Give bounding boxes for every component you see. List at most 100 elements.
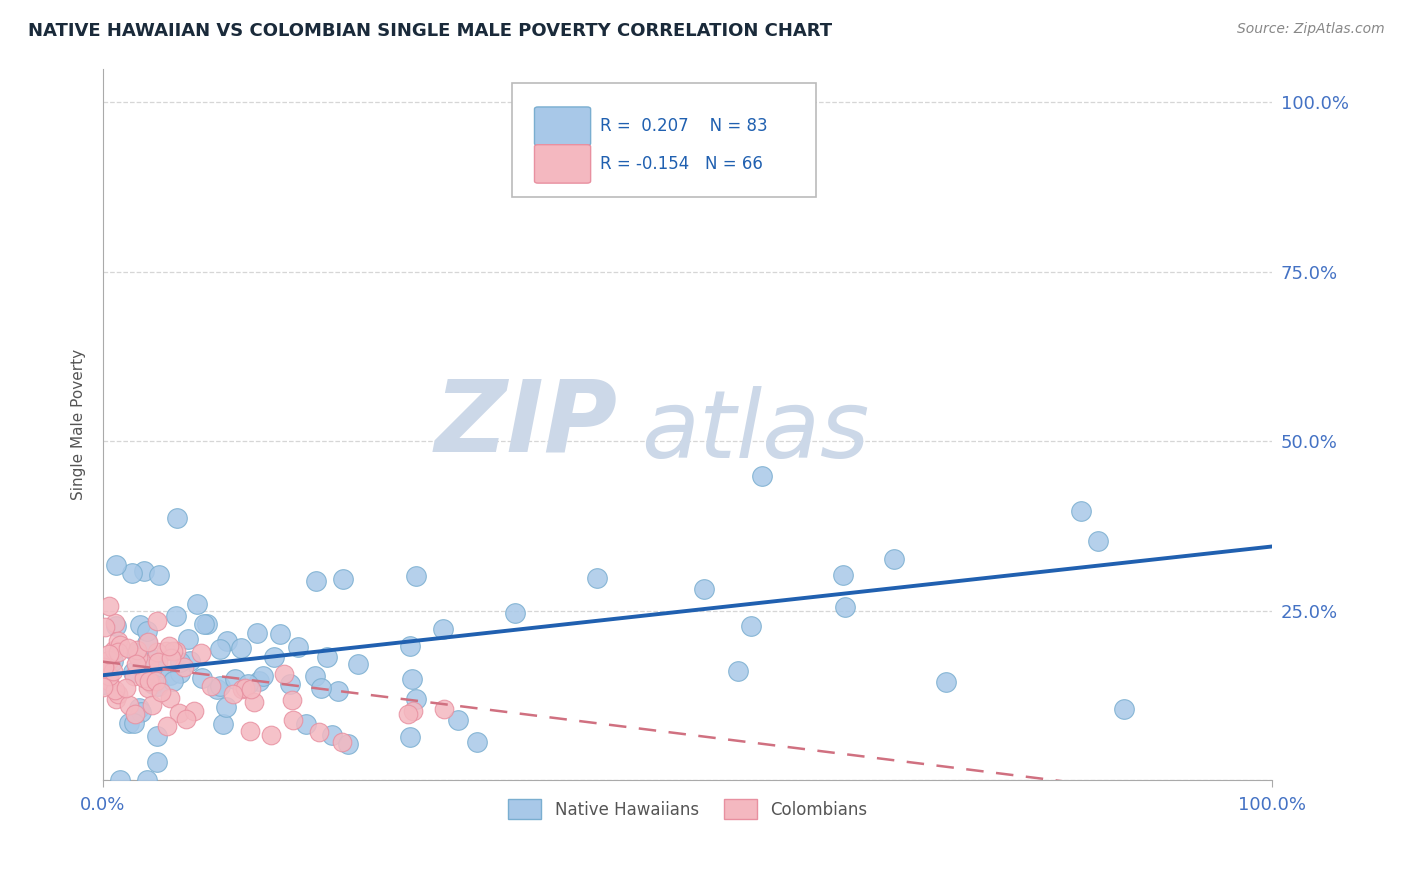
Point: [157, 639, 180, 653]
Point: [405, 569, 427, 583]
Point: [124, 657, 146, 671]
Point: [183, 704, 205, 718]
Point: [122, 668, 145, 682]
Point: [405, 692, 427, 706]
Point: [585, 571, 607, 585]
Point: [239, 724, 262, 739]
Point: [211, 717, 233, 731]
Point: [883, 551, 905, 566]
Point: [398, 731, 420, 745]
Point: [156, 719, 179, 733]
Text: ZIP: ZIP: [434, 376, 617, 473]
Point: [179, 654, 201, 668]
Y-axis label: Single Male Poverty: Single Male Poverty: [72, 349, 86, 500]
Point: [727, 665, 749, 679]
Point: [162, 673, 184, 688]
Point: [432, 623, 454, 637]
Point: [115, 681, 138, 695]
Point: [128, 701, 150, 715]
Point: [235, 681, 257, 695]
Point: [304, 669, 326, 683]
Point: [104, 619, 127, 633]
Point: [101, 664, 124, 678]
Point: [162, 644, 184, 658]
Point: [205, 682, 228, 697]
Point: [125, 642, 148, 657]
Point: [215, 633, 238, 648]
Point: [132, 564, 155, 578]
FancyBboxPatch shape: [512, 83, 817, 196]
Point: [104, 691, 127, 706]
Point: [308, 725, 330, 739]
Point: [281, 714, 304, 728]
Point: [141, 698, 163, 713]
Point: [138, 681, 160, 695]
Point: [118, 715, 141, 730]
Point: [165, 609, 187, 624]
Point: [693, 582, 716, 597]
Point: [316, 650, 339, 665]
Point: [160, 650, 183, 665]
Point: [91, 680, 114, 694]
Text: Source: ZipAtlas.com: Source: ZipAtlas.com: [1237, 22, 1385, 37]
Point: [121, 566, 143, 580]
Point: [208, 680, 231, 694]
Point: [328, 683, 350, 698]
Point: [332, 572, 354, 586]
Point: [252, 669, 274, 683]
Point: [155, 643, 177, 657]
Point: [104, 682, 127, 697]
Point: [269, 627, 291, 641]
Point: [108, 773, 131, 788]
Point: [142, 677, 165, 691]
Point: [98, 669, 121, 683]
Point: [401, 672, 423, 686]
Text: NATIVE HAWAIIAN VS COLOMBIAN SINGLE MALE POVERTY CORRELATION CHART: NATIVE HAWAIIAN VS COLOMBIAN SINGLE MALE…: [28, 22, 832, 40]
Point: [195, 617, 218, 632]
Point: [97, 647, 120, 661]
Point: [1070, 504, 1092, 518]
Point: [295, 717, 318, 731]
Point: [399, 640, 422, 654]
Point: [138, 673, 160, 688]
Point: [247, 674, 270, 689]
Point: [107, 633, 129, 648]
Point: [159, 668, 181, 682]
Point: [751, 469, 773, 483]
Point: [832, 567, 855, 582]
Point: [117, 640, 139, 655]
Point: [150, 684, 173, 698]
Point: [145, 729, 167, 743]
Point: [174, 713, 197, 727]
Point: [336, 738, 359, 752]
Point: [222, 687, 245, 701]
Point: [94, 660, 117, 674]
Point: [134, 671, 156, 685]
Point: [139, 676, 162, 690]
Point: [321, 728, 343, 742]
Legend: Native Hawaiians, Colombians: Native Hawaiians, Colombians: [501, 793, 875, 825]
Point: [1112, 702, 1135, 716]
Point: [186, 597, 208, 611]
Point: [193, 616, 215, 631]
Point: [259, 728, 281, 742]
Point: [278, 677, 301, 691]
Point: [236, 677, 259, 691]
Point: [103, 615, 125, 630]
Point: [136, 635, 159, 649]
Point: [287, 640, 309, 655]
Point: [101, 654, 124, 668]
Point: [402, 704, 425, 718]
Point: [305, 574, 328, 589]
Point: [166, 511, 188, 525]
Point: [128, 617, 150, 632]
Point: [190, 647, 212, 661]
Point: [104, 558, 127, 572]
Point: [169, 655, 191, 669]
Point: [396, 707, 419, 722]
Point: [97, 599, 120, 614]
Point: [935, 674, 957, 689]
Point: [169, 665, 191, 680]
Point: [93, 660, 115, 674]
Point: [107, 687, 129, 701]
